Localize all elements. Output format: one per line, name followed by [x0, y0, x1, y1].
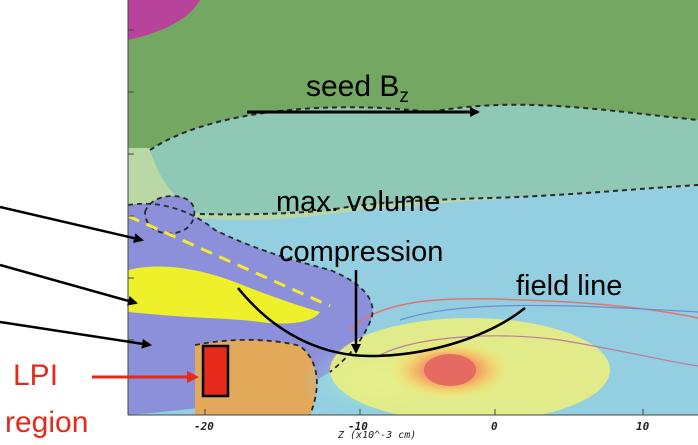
x-tick-label: 10: [636, 420, 650, 433]
corner-magenta-region: [128, 0, 200, 40]
pointer-arrow-1: [0, 205, 144, 244]
contour-line-bubble: [144, 195, 196, 235]
seed-bz-label: seed Bz: [306, 70, 409, 107]
x-tick-label: -10: [348, 420, 368, 433]
contour-line-inner: [199, 184, 698, 216]
contour-line-purple: [128, 202, 374, 373]
field-line-label: field line: [516, 270, 623, 302]
seed-bz-text: seed B: [306, 70, 400, 103]
yellow-region: [128, 266, 320, 324]
x-tick-label: 0: [491, 420, 498, 433]
contour-line-outer: [149, 103, 698, 151]
max-volume-label-line2: compression: [279, 236, 444, 268]
field-line-curve: [237, 287, 526, 358]
max-volume-label-line1: max. volume: [276, 186, 441, 218]
contour-line-orange: [194, 338, 318, 415]
seed-bz-subscript: z: [399, 86, 409, 107]
x-axis-title: Z (x10^-3 cm): [338, 430, 417, 441]
axis-tick-marks: [128, 29, 644, 415]
x-tick-label: -20: [194, 420, 214, 433]
teal-band: [150, 104, 698, 215]
pink-core: [424, 354, 476, 386]
lpi-marker: [201, 344, 230, 398]
pointer-arrow-2: [0, 263, 138, 306]
pointer-arrow-3: [0, 320, 152, 349]
contour-plot: [128, 0, 698, 415]
lpi-label-line1: LPI: [13, 359, 59, 392]
lpi-label-line2: region: [5, 406, 89, 439]
laser-path-dashed: [128, 214, 331, 308]
